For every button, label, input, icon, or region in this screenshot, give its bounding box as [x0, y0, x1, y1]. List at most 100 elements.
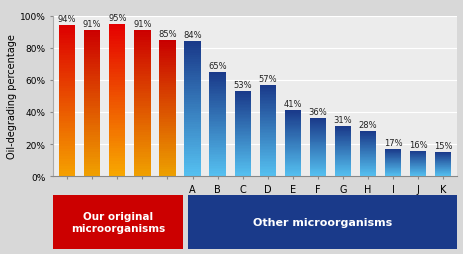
- Bar: [59, 174, 75, 177]
- Bar: [284, 156, 300, 157]
- Bar: [159, 158, 175, 161]
- Bar: [309, 148, 325, 149]
- Bar: [159, 131, 175, 133]
- Bar: [209, 128, 225, 130]
- Bar: [109, 154, 125, 156]
- Bar: [134, 31, 150, 33]
- Bar: [209, 126, 225, 128]
- Bar: [434, 158, 450, 159]
- Bar: [59, 56, 75, 59]
- Bar: [334, 133, 350, 134]
- Bar: [59, 101, 75, 104]
- Bar: [184, 96, 200, 98]
- Bar: [384, 174, 400, 175]
- Bar: [84, 53, 100, 55]
- Bar: [234, 123, 250, 124]
- Bar: [159, 68, 175, 70]
- Bar: [259, 119, 275, 120]
- Bar: [159, 124, 175, 127]
- Bar: [309, 143, 325, 144]
- Bar: [234, 144, 250, 146]
- Bar: [284, 137, 300, 138]
- Bar: [259, 157, 275, 158]
- Bar: [109, 106, 125, 108]
- Bar: [284, 152, 300, 154]
- Bar: [284, 119, 300, 120]
- Bar: [409, 153, 425, 154]
- Bar: [384, 167, 400, 168]
- Bar: [184, 53, 200, 56]
- Bar: [59, 114, 75, 116]
- Bar: [184, 105, 200, 107]
- Bar: [84, 80, 100, 82]
- Bar: [59, 129, 75, 131]
- Bar: [384, 157, 400, 158]
- Bar: [234, 152, 250, 154]
- Bar: [84, 31, 100, 33]
- Bar: [84, 38, 100, 41]
- Bar: [284, 129, 300, 130]
- Bar: [184, 125, 200, 127]
- Bar: [184, 136, 200, 138]
- Bar: [109, 121, 125, 123]
- Bar: [134, 152, 150, 155]
- Bar: [159, 56, 175, 59]
- Bar: [284, 123, 300, 124]
- Bar: [59, 84, 75, 86]
- Bar: [259, 88, 275, 90]
- Bar: [309, 161, 325, 162]
- Bar: [84, 164, 100, 167]
- Bar: [409, 172, 425, 173]
- Bar: [84, 169, 100, 172]
- Bar: [409, 151, 425, 152]
- Bar: [259, 172, 275, 173]
- Bar: [259, 102, 275, 104]
- Bar: [284, 136, 300, 137]
- Bar: [59, 171, 75, 174]
- Bar: [359, 143, 375, 144]
- Text: 28%: 28%: [358, 121, 376, 130]
- Bar: [259, 117, 275, 119]
- Bar: [259, 98, 275, 99]
- Bar: [84, 142, 100, 145]
- Bar: [259, 131, 275, 132]
- Bar: [134, 75, 150, 77]
- Bar: [84, 97, 100, 99]
- Bar: [259, 104, 275, 105]
- Bar: [259, 135, 275, 137]
- Bar: [209, 78, 225, 80]
- Bar: [84, 101, 100, 104]
- Bar: [184, 85, 200, 87]
- Bar: [309, 152, 325, 153]
- Bar: [134, 123, 150, 125]
- Bar: [209, 116, 225, 118]
- Bar: [284, 135, 300, 136]
- Bar: [159, 147, 175, 149]
- Bar: [234, 100, 250, 102]
- Bar: [59, 94, 75, 96]
- Text: 94%: 94%: [58, 15, 76, 24]
- Bar: [234, 133, 250, 134]
- Bar: [209, 135, 225, 137]
- Bar: [109, 101, 125, 103]
- Bar: [409, 168, 425, 169]
- Bar: [334, 134, 350, 135]
- Bar: [209, 99, 225, 100]
- Bar: [134, 77, 150, 80]
- Bar: [284, 130, 300, 131]
- Bar: [334, 154, 350, 155]
- Bar: [334, 160, 350, 161]
- Bar: [134, 174, 150, 177]
- Bar: [84, 60, 100, 62]
- Bar: [59, 31, 75, 34]
- Bar: [209, 152, 225, 154]
- Bar: [134, 142, 150, 145]
- Bar: [434, 153, 450, 154]
- Bar: [159, 40, 175, 43]
- Bar: [209, 107, 225, 109]
- Bar: [184, 150, 200, 152]
- Bar: [109, 68, 125, 70]
- Bar: [409, 165, 425, 166]
- Bar: [334, 171, 350, 172]
- Bar: [59, 76, 75, 79]
